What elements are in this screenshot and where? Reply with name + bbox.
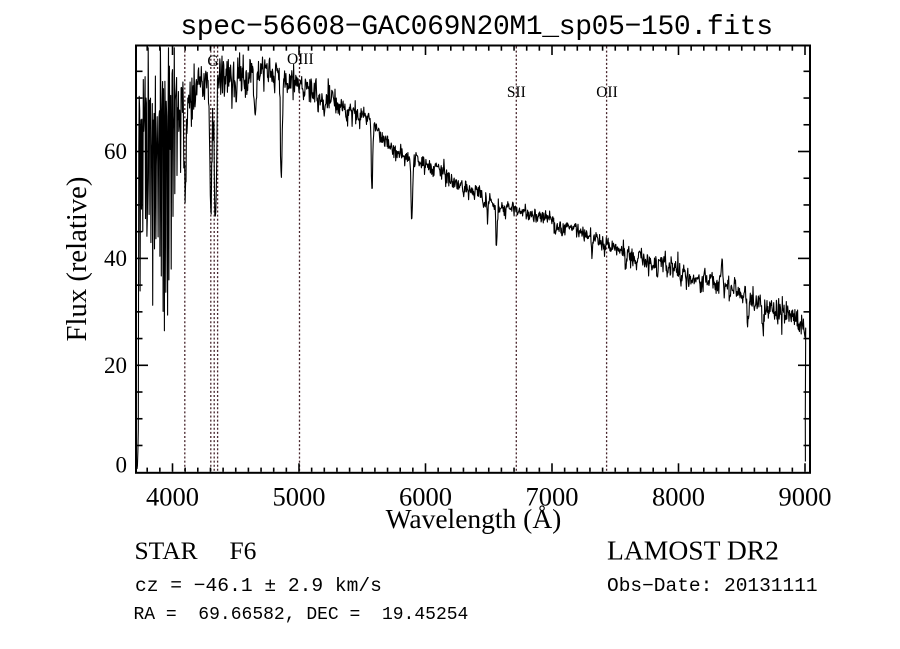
svg-text:STAR: STAR <box>135 536 198 565</box>
svg-text:SII: SII <box>507 84 526 101</box>
svg-text:6000: 6000 <box>399 482 452 512</box>
svg-text:40: 40 <box>104 246 127 271</box>
svg-text:60: 60 <box>104 139 127 164</box>
svg-text:0: 0 <box>116 453 128 478</box>
svg-text:5000: 5000 <box>273 482 326 512</box>
svg-text:Wavelength (Å): Wavelength (Å) <box>386 503 562 534</box>
svg-text:7000: 7000 <box>526 482 579 512</box>
svg-text:8000: 8000 <box>652 482 705 512</box>
svg-text:4000: 4000 <box>146 482 199 512</box>
svg-text:cz = −46.1 ± 2.9 km/s: cz = −46.1 ± 2.9 km/s <box>135 575 382 597</box>
svg-text:F6: F6 <box>230 536 257 565</box>
svg-text:20: 20 <box>104 353 127 378</box>
svg-text:RA = 69.66582, DEC = 19.4525: RA = 69.66582, DEC = 19.45254 <box>134 605 469 625</box>
svg-text:9000: 9000 <box>779 482 832 512</box>
svg-text:OIII: OIII <box>287 51 314 68</box>
svg-text:LAMOST DR2: LAMOST DR2 <box>607 535 779 566</box>
svg-text:G: G <box>207 53 218 70</box>
svg-text:Obs−Date: 20131111: Obs−Date: 20131111 <box>607 575 818 597</box>
svg-text:Flux (relative): Flux (relative) <box>61 177 93 342</box>
svg-text:OII: OII <box>596 84 618 101</box>
svg-text:spec−56608−GAC069N20M1_sp05−15: spec−56608−GAC069N20M1_sp05−150.fits <box>180 12 772 43</box>
